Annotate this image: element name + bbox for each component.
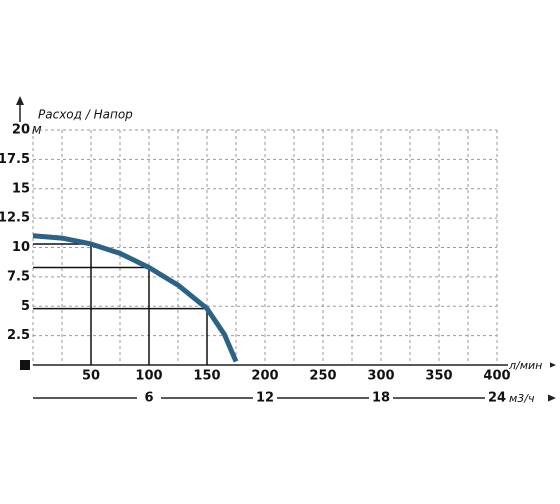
- y-tick-label: 20: [12, 123, 30, 138]
- x-tick-label: 150: [193, 369, 220, 384]
- x-tick-label: 50: [82, 369, 100, 384]
- y-tick-label: 2.5: [7, 328, 30, 343]
- y-unit: М: [32, 124, 42, 137]
- chart-title: Расход / Напор: [38, 108, 133, 122]
- y-tick-label: 12.5: [0, 211, 30, 226]
- label-bg: [137, 390, 161, 406]
- x-tick-label: 400: [483, 369, 510, 384]
- curve: [32, 233, 239, 363]
- x2-tick-label: 24: [488, 391, 506, 406]
- x2-arrow: [547, 394, 556, 402]
- origin-marker: [20, 360, 30, 370]
- y-tick-label: 5: [21, 299, 30, 314]
- x2-tick-label: 6: [144, 391, 153, 406]
- x2-unit: м3/ч: [509, 392, 535, 405]
- x-tick-label: 250: [309, 369, 336, 384]
- unit-bg: [508, 357, 550, 371]
- y-arrow: [16, 96, 24, 105]
- x-unit: л/мин: [508, 359, 542, 372]
- label-bg: [369, 390, 393, 406]
- x-tick-label: 300: [367, 369, 394, 384]
- y-tick-label: 17.5: [0, 152, 30, 167]
- label-bg: [485, 390, 509, 406]
- x-tick-label: 350: [425, 369, 452, 384]
- y-tick-label: 7.5: [7, 269, 30, 284]
- x2-tick-label: 18: [372, 391, 390, 406]
- label-bg: [253, 390, 277, 406]
- y-tick-label: 15: [12, 181, 30, 196]
- x-tick-label: 200: [251, 369, 278, 384]
- y-tick-label: 10: [12, 240, 30, 255]
- x2-tick-label: 12: [256, 391, 274, 406]
- unit-bg: [508, 390, 548, 406]
- x-tick-label: 100: [135, 369, 162, 384]
